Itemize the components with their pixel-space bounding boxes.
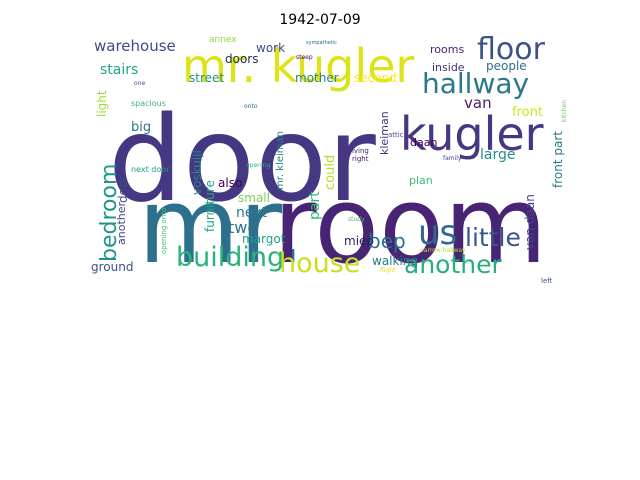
word-little: little	[465, 223, 521, 252]
word-one: one	[134, 80, 145, 87]
word-attic: attic	[388, 131, 404, 139]
word-opening: opening	[246, 162, 270, 169]
word-kitchen: kitchen	[561, 100, 568, 122]
word-rooms: rooms	[430, 43, 464, 56]
word-front: front	[512, 105, 543, 120]
word-steep: steep	[296, 54, 313, 61]
word-van-daan: van daan	[523, 194, 537, 250]
word-also: also	[218, 176, 242, 190]
word-front-part: front part	[551, 131, 565, 188]
word-could: could	[323, 155, 338, 190]
word-big: big	[131, 120, 151, 135]
word-miep: miep	[344, 234, 374, 248]
word-building: building	[176, 242, 284, 273]
word-voskuijl: voskuijl	[190, 150, 204, 195]
word-right: right	[352, 155, 369, 163]
word-two: two	[228, 218, 257, 237]
word-inside: inside	[432, 61, 465, 74]
word-spacious: spacious	[131, 99, 166, 108]
word-people: people	[486, 59, 527, 73]
word-mr-kleiman: mr. kleiman	[275, 131, 286, 190]
chart-title: 1942-07-09	[279, 12, 361, 28]
word-opening-onto: opening onto	[160, 208, 168, 254]
word-stairs: stairs	[100, 62, 138, 78]
word-hallway: hallway	[422, 67, 529, 100]
word-second: second	[354, 71, 397, 85]
word-living: living	[350, 147, 369, 155]
word-another: another	[115, 202, 128, 245]
word-small: small	[238, 191, 270, 205]
word-onto: onto	[244, 103, 258, 110]
word-another: another	[404, 250, 502, 279]
word-furniture: furniture	[203, 180, 217, 232]
word-annex: annex	[209, 35, 237, 45]
word-mr: mr.	[138, 165, 306, 287]
word-warehouse: warehouse	[94, 37, 176, 55]
word-kugler: kugler	[400, 107, 544, 161]
word-study: study	[348, 216, 365, 223]
word-walking: walking	[372, 254, 418, 268]
word-daan: daan	[410, 136, 437, 149]
word-next: next	[236, 205, 268, 221]
word-narrow-hallway: narrow hallway	[420, 247, 466, 254]
word-large: large	[480, 147, 515, 163]
word-family: family	[443, 155, 462, 162]
word-work: work	[256, 41, 285, 55]
word-us: us	[418, 213, 457, 253]
word-van: van	[464, 94, 492, 112]
word-flight: flight	[380, 267, 396, 274]
word-sympathetic: sympathetic	[306, 40, 337, 46]
word-bedroom: bedroom	[97, 164, 122, 262]
word-left: left	[541, 277, 553, 285]
word-mother: mother	[295, 71, 339, 85]
word-door: door	[108, 90, 376, 228]
word-kleiman: kleiman	[378, 111, 391, 155]
word-next-door: next door	[131, 165, 170, 174]
word-street: street	[189, 71, 224, 85]
word-bep: bep	[368, 229, 406, 253]
word-floor: floor	[477, 32, 546, 67]
word-plan: plan	[409, 174, 433, 187]
word-doors: doors	[225, 52, 259, 66]
word-room: room	[273, 164, 547, 287]
word-house: house	[279, 248, 360, 279]
word-door: door	[116, 176, 130, 203]
word-ground: ground	[91, 260, 133, 274]
word-part: part	[307, 191, 323, 220]
word-mr-kugler: mr. kugler	[182, 39, 414, 93]
word-light: light	[95, 90, 109, 117]
word-margot: margot	[242, 232, 286, 246]
